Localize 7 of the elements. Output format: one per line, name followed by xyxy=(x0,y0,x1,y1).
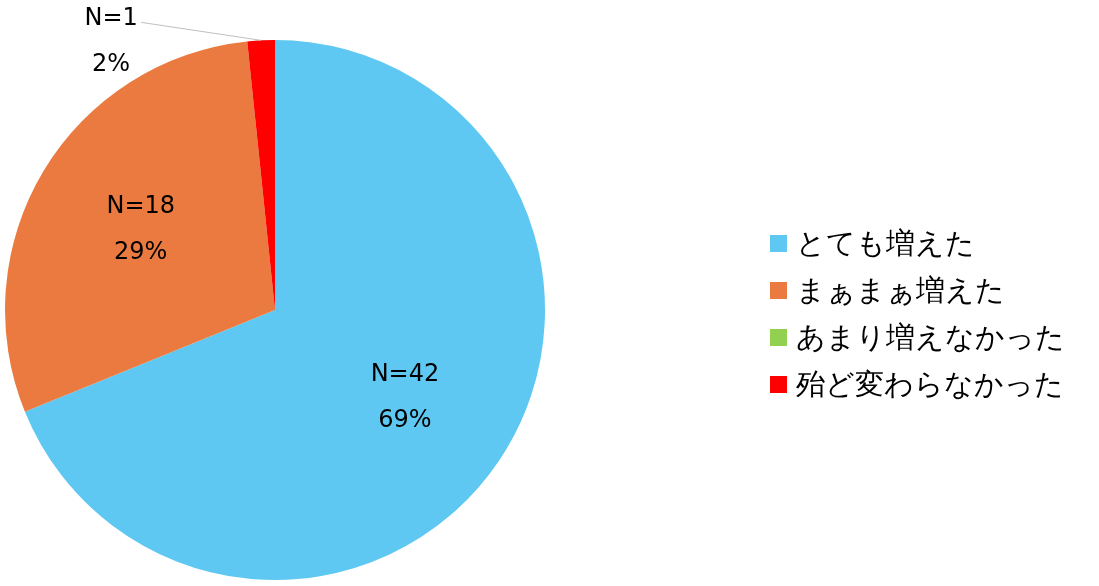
legend-label: まぁまぁ増えた xyxy=(796,271,1005,309)
data-label: N=42 69% xyxy=(370,358,440,433)
legend-label: とても増えた xyxy=(796,224,975,262)
legend-label: あまり増えなかった xyxy=(796,318,1065,356)
data-label: N=18 29% xyxy=(106,190,176,265)
legend-label: 殆ど変わらなかった xyxy=(796,365,1064,403)
data-label: N=1 2% xyxy=(84,2,138,77)
